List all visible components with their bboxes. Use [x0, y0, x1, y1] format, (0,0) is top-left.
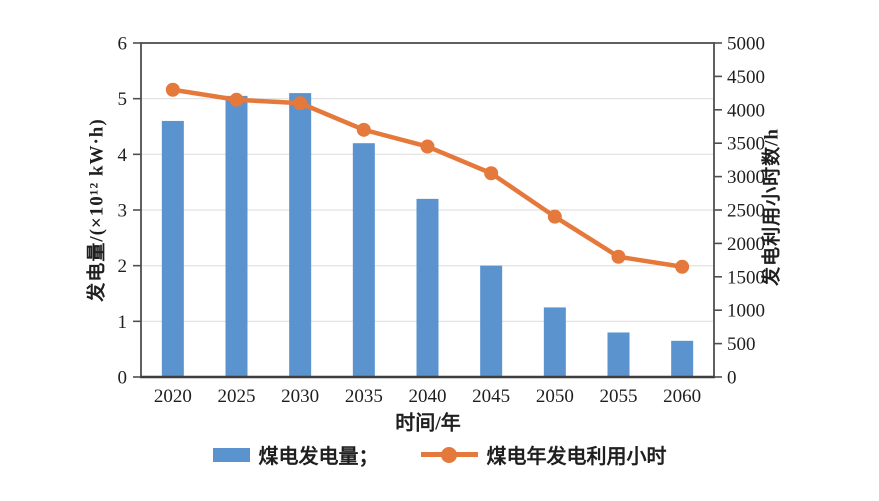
- bar-2035: [352, 143, 375, 377]
- left-tick-label: 5: [118, 89, 128, 110]
- x-tick-label: 2025: [218, 386, 256, 407]
- right-tick-label: 3000: [727, 167, 765, 188]
- legend-bar-label: 煤电发电量；: [258, 446, 379, 468]
- line-marker-2060: [675, 259, 690, 274]
- x-tick-label: 2020: [154, 386, 192, 407]
- bar-2045: [480, 265, 503, 377]
- x-tick-label: 2050: [536, 386, 574, 407]
- x-tick-label: 2035: [345, 386, 383, 407]
- line-marker-2050: [547, 209, 562, 224]
- right-tick-label: 3500: [727, 134, 765, 155]
- left-tick-label: 2: [118, 256, 128, 277]
- legend-item-bar: 煤电发电量；: [212, 440, 379, 469]
- bar-2025: [225, 95, 248, 377]
- legend-line-marker-icon: [420, 446, 478, 463]
- bar-2050: [543, 307, 566, 377]
- left-axis-title: 发电量/(×10¹² kW·h): [86, 118, 108, 302]
- legend-line-label: 煤电年发电利用小时: [486, 446, 667, 468]
- legend: 煤电发电量； 煤电年发电利用小时: [0, 440, 879, 469]
- line-marker-2030: [293, 96, 308, 111]
- left-tick-label: 6: [118, 34, 128, 55]
- right-tick-label: 2500: [727, 201, 765, 222]
- bar-2020: [161, 120, 184, 377]
- line-marker-2055: [611, 249, 626, 264]
- line-marker-2025: [229, 92, 244, 107]
- x-axis-title: 时间/年: [395, 412, 461, 435]
- right-tick-label: 1000: [727, 301, 765, 322]
- left-tick-label: 1: [118, 312, 128, 333]
- bar-2060: [671, 340, 694, 377]
- left-tick-label: 4: [118, 145, 128, 166]
- legend-bar-swatch-icon: [212, 447, 250, 462]
- bar-2030: [289, 93, 312, 377]
- x-tick-label: 2030: [281, 386, 319, 407]
- right-tick-label: 0: [727, 368, 737, 389]
- x-tick-label: 2045: [472, 386, 510, 407]
- bar-2040: [416, 198, 439, 377]
- line-marker-2045: [484, 166, 499, 181]
- right-tick-label: 2000: [727, 234, 765, 255]
- right-tick-label: 4500: [727, 67, 765, 88]
- left-tick-label: 0: [118, 368, 128, 389]
- bar-2055: [607, 332, 630, 377]
- line-marker-2040: [420, 139, 435, 154]
- right-axis-title: 发电利用小时数/h: [761, 128, 783, 286]
- line-marker-2035: [356, 122, 371, 137]
- left-tick-label: 3: [118, 201, 128, 222]
- line-marker-2020: [165, 82, 180, 97]
- right-tick-label: 5000: [727, 34, 765, 55]
- legend-item-line: 煤电年发电利用小时: [420, 440, 667, 469]
- right-tick-label: 1500: [727, 267, 765, 288]
- x-tick-label: 2055: [600, 386, 638, 407]
- right-tick-label: 4000: [727, 100, 765, 121]
- x-tick-label: 2040: [409, 386, 447, 407]
- right-tick-label: 500: [727, 334, 756, 355]
- x-tick-label: 2060: [663, 386, 701, 407]
